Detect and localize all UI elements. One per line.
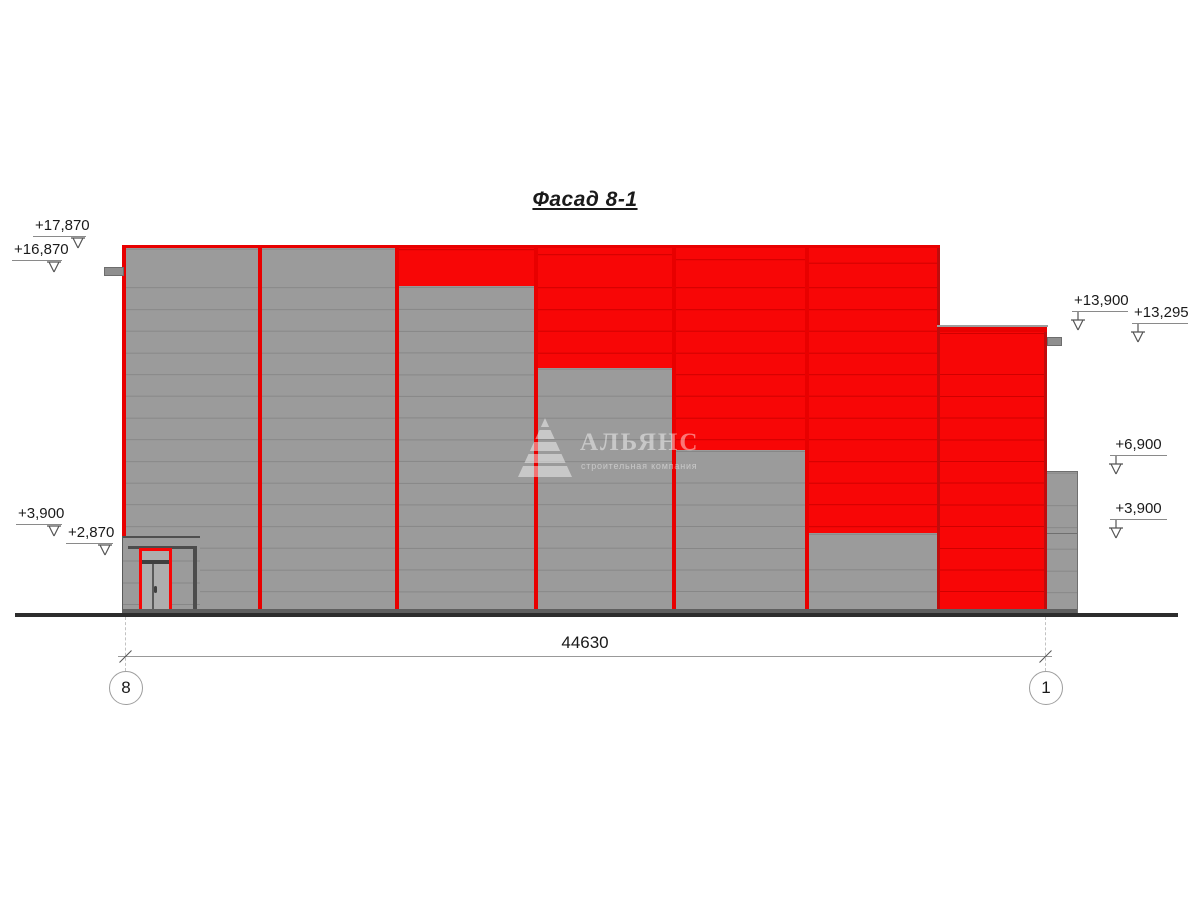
facade-panel-gray-3: [399, 286, 534, 612]
panel-divider-1: [258, 248, 262, 612]
ground-line: [15, 613, 1178, 617]
dimension-value: 44630: [561, 633, 609, 652]
lower-building-parapet: [940, 327, 1047, 332]
facade-panel-red-3: [399, 248, 534, 286]
elevation-mark-17870: +17,870: [33, 217, 90, 249]
elevation-mark-2870: +2,870: [66, 524, 114, 556]
tall-building-right-edge: [937, 248, 940, 612]
watermark-logo-pyramid: [518, 418, 572, 477]
axis-bubble-8: 8: [109, 671, 143, 705]
facade-panel-red-5: [676, 248, 805, 450]
lower-building-red-panel: [940, 332, 1044, 612]
dimension-line: [118, 656, 1052, 657]
watermark-brand: АЛЬЯНС: [580, 429, 700, 456]
panel-divider-5: [805, 248, 809, 612]
axis-line-1: [1045, 617, 1046, 671]
right-gray-column-joint: [1047, 533, 1077, 534]
porch-lintel: [128, 546, 197, 549]
lower-building-coping: [937, 325, 1048, 327]
facade-panel-gray-6: [809, 533, 937, 612]
elevation-mark-6900: +6,900: [1109, 436, 1167, 475]
parapet-red-band: [122, 245, 940, 248]
elevation-mark-3900-right: +3,900: [1109, 500, 1167, 539]
panel-divider-4: [672, 248, 676, 612]
door-leaf-split: [152, 564, 154, 612]
door-handle: [154, 586, 157, 593]
elevation-arrow-icon: [1131, 324, 1145, 343]
left-red-edge: [122, 248, 126, 537]
elevation-arrow-icon: [47, 525, 61, 537]
elevation-arrow-icon: [47, 261, 61, 273]
lower-building-right-edge: [1044, 332, 1047, 612]
building-base-strip: [122, 609, 1077, 613]
panel-divider-3: [534, 248, 538, 612]
watermark-tagline: строительная компания: [581, 461, 698, 471]
panel-divider-2: [395, 248, 399, 612]
facade-panel-gray-5: [676, 450, 805, 612]
elevation-mark-3900-left: +3,900: [16, 505, 64, 537]
drawing-title: Фасад 8-1: [532, 188, 638, 211]
facade-panel-gray-2: [262, 248, 395, 612]
elevation-mark-16870: +16,870: [12, 241, 69, 273]
facade-panel-red-6: [809, 248, 937, 533]
elevation-arrow-icon: [1109, 520, 1123, 539]
right-protrusion: [1047, 337, 1062, 346]
axis-line-8: [125, 617, 126, 671]
elevation-arrow-icon: [1071, 312, 1085, 331]
elevation-mark-13295: +13,295: [1131, 304, 1189, 343]
axis-bubble-1: 1: [1029, 671, 1063, 705]
right-gray-column: [1047, 471, 1078, 613]
elevation-mark-13900: +13,900: [1071, 292, 1129, 331]
porch-right-post: [193, 546, 197, 612]
elevation-arrow-icon: [71, 237, 85, 249]
facade-panel-red-4: [538, 248, 672, 368]
facade-panel-gray-4: [538, 368, 672, 612]
elevation-arrow-icon: [98, 544, 112, 556]
elevation-arrow-icon: [1109, 456, 1123, 475]
door-transom-bar: [142, 560, 169, 564]
left-protrusion: [104, 267, 124, 276]
